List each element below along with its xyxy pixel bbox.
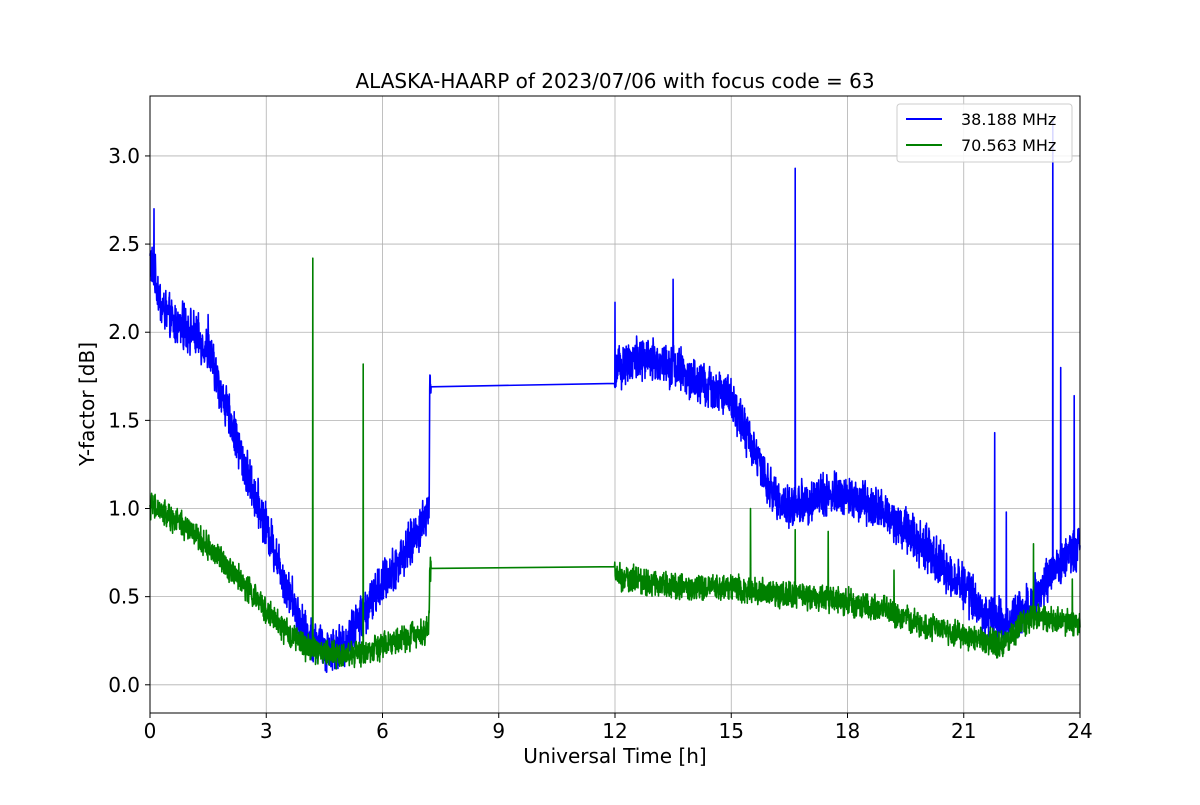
x-tick-label: 24 (1067, 719, 1092, 743)
chart-title: ALASKA-HAARP of 2023/07/06 with focus co… (355, 69, 874, 93)
y-tick-label: 2.0 (108, 320, 140, 344)
y-tick-label: 3.0 (108, 144, 140, 168)
legend-label-38-188: 38.188 MHz (961, 110, 1056, 129)
legend: 38.188 MHz 70.563 MHz (896, 103, 1073, 163)
axis-ticks: 0 3 6 9 12 15 18 21 24 0.0 0.5 1.0 1.5 2.0 2.5 3.0 (108, 144, 1093, 743)
y-tick-label: 1.5 (108, 408, 140, 432)
x-tick-label: 3 (260, 719, 273, 743)
x-tick-label: 12 (602, 719, 627, 743)
x-tick-label: 15 (719, 719, 744, 743)
series-layer (149, 119, 1081, 673)
x-tick-label: 18 (835, 719, 860, 743)
y-tick-label: 2.5 (108, 232, 140, 256)
x-tick-label: 9 (492, 719, 505, 743)
legend-label-70-563: 70.563 MHz (961, 136, 1056, 155)
y-tick-label: 0.5 (108, 585, 140, 609)
y-tick-label: 1.0 (108, 497, 140, 521)
x-tick-label: 0 (144, 719, 157, 743)
x-tick-label: 21 (951, 719, 976, 743)
x-axis-title: Universal Time [h] (523, 744, 706, 768)
series-line-70-563-mhz (149, 257, 1081, 670)
y-tick-label: 0.0 (108, 673, 140, 697)
series-line-38-188-mhz (149, 119, 1081, 673)
x-tick-label: 6 (376, 719, 389, 743)
y-axis-title: Y-factor [dB] (75, 342, 99, 467)
